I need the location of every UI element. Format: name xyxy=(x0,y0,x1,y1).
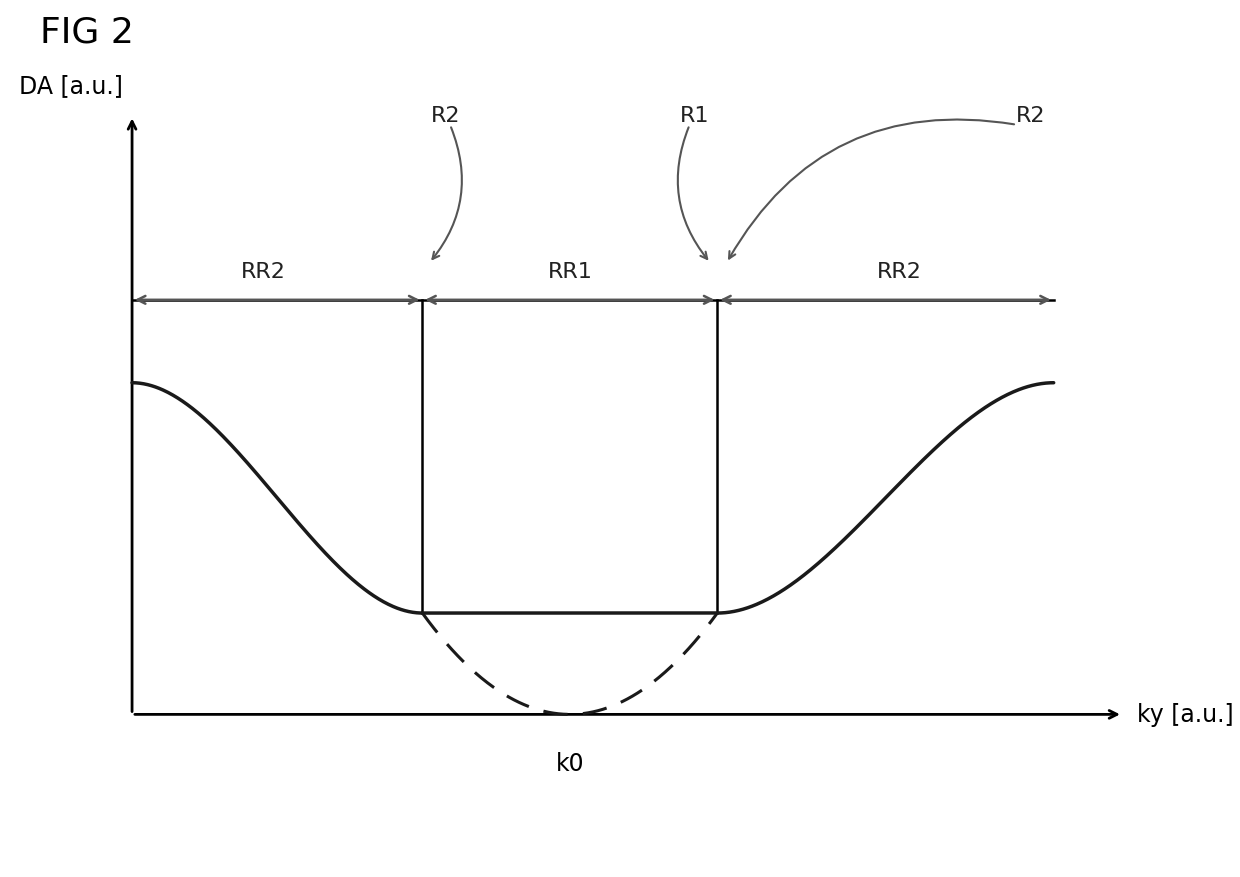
Text: k0: k0 xyxy=(556,752,584,775)
Text: RR2: RR2 xyxy=(877,262,921,282)
Text: R2: R2 xyxy=(1016,105,1045,125)
Text: FIG 2: FIG 2 xyxy=(40,15,134,49)
Text: R1: R1 xyxy=(680,105,709,125)
Text: RR2: RR2 xyxy=(241,262,286,282)
Text: ky [a.u.]: ky [a.u.] xyxy=(1137,702,1234,726)
Text: DA [a.u.]: DA [a.u.] xyxy=(19,74,123,98)
Text: RR1: RR1 xyxy=(547,262,593,282)
Text: R2: R2 xyxy=(430,105,460,125)
